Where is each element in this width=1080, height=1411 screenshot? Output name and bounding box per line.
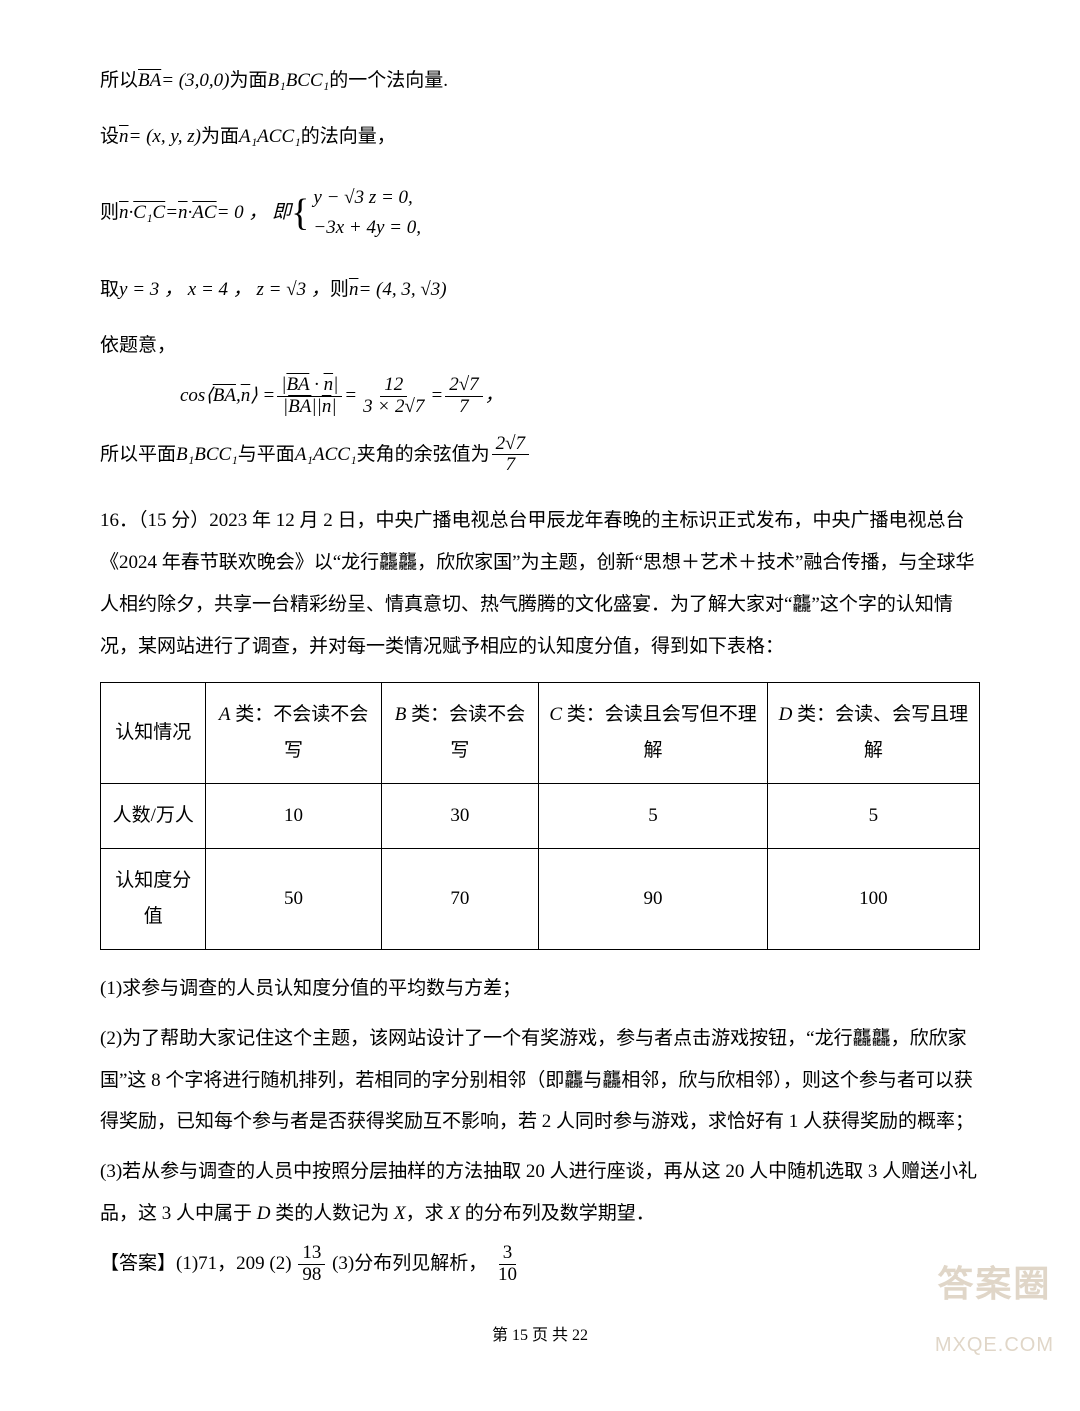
row-label: 人数/万人 xyxy=(101,783,206,848)
ans-frac-2: 3 10 xyxy=(494,1243,521,1286)
text: 则 xyxy=(330,269,349,311)
q16-part3: (3)若从参与调查的人员中按照分层抽样的方法抽取 20 人进行座谈，再从这 20… xyxy=(100,1151,980,1235)
eq: = xyxy=(344,375,357,417)
cell: 10 xyxy=(206,783,381,848)
eq1: y − √3 z = 0, xyxy=(313,183,421,213)
header-a: A 类：不会读不会写 xyxy=(206,682,381,783)
eq: = (3,0,0) xyxy=(161,60,229,102)
eq: = xyxy=(165,192,178,234)
cos-right: ⟩ = xyxy=(250,375,275,417)
cos-left: cos⟨ xyxy=(180,375,213,417)
plane2: A₁ACC₁ xyxy=(239,116,301,158)
vec-ac: AC xyxy=(192,202,216,223)
vec-ba: BA xyxy=(213,385,236,406)
cell: 100 xyxy=(767,848,979,949)
conclusion: 所以平面 B₁BCC₁ 与平面 A₁ACC₁ 夹角的余弦值为 2√7 7 xyxy=(100,434,980,477)
header-c: C 类：会读且会写但不理解 xyxy=(539,682,768,783)
text: 的法向量， xyxy=(301,116,396,158)
vec-n: n xyxy=(241,385,251,406)
cell: 5 xyxy=(539,783,768,848)
eq2: −3x + 4y = 0, xyxy=(313,213,421,243)
header-blank: 认知情况 xyxy=(101,682,206,783)
eq: = xyxy=(430,375,443,417)
step-ba-normal: 所以 BA = (3,0,0) 为面 B₁BCC₁ 的一个法向量. xyxy=(100,60,980,102)
table-row-header: 认知情况 A 类：不会读不会写 B 类：会读不会写 C 类：会读且会写但不理解 … xyxy=(101,682,980,783)
frac-2: 12 3 × 2√7 xyxy=(359,375,428,418)
comma: ， xyxy=(485,375,504,417)
q16-part2: (2)为了帮助大家记住这个主题，该网站设计了一个有奖游戏，参与者点击游戏按钮，“… xyxy=(100,1018,980,1143)
vec-ba: BA xyxy=(138,70,161,91)
brace-icon: { xyxy=(291,172,309,256)
row-label: 认知度分值 xyxy=(101,848,206,949)
text: 为面 xyxy=(229,60,267,102)
text: 与平面 xyxy=(238,434,295,476)
table-row-count: 人数/万人 10 30 5 5 xyxy=(101,783,980,848)
step-dot: 则 n · C₁C = n · AC = 0 ， 即 { y − √3 z = … xyxy=(100,172,980,256)
plane1: B₁BCC₁ xyxy=(176,434,238,476)
header-b: B 类：会读不会写 xyxy=(381,682,539,783)
cell: 50 xyxy=(206,848,381,949)
result-frac: 2√7 7 xyxy=(492,434,529,477)
vals: y = 3 ， x = 4 ， z = √3 ， xyxy=(119,269,330,311)
step-n-def: 设 n = (x, y, z) 为面 A₁ACC₁ 的法向量， xyxy=(100,116,980,158)
vec-n: n xyxy=(349,279,359,300)
cell: 70 xyxy=(381,848,539,949)
text: 的一个法向量. xyxy=(329,60,448,102)
text: 依题意， xyxy=(100,325,176,367)
cognition-table: 认知情况 A 类：不会读不会写 B 类：会读不会写 C 类：会读且会写但不理解 … xyxy=(100,682,980,950)
text: 所以 xyxy=(100,60,138,102)
cell: 5 xyxy=(767,783,979,848)
table-row-score: 认知度分值 50 70 90 100 xyxy=(101,848,980,949)
header-d: D 类：会读、会写且理解 xyxy=(767,682,979,783)
eq: = (x, y, z) xyxy=(129,116,201,158)
text: 所以平面 xyxy=(100,434,176,476)
text: 设 xyxy=(100,116,119,158)
frac-3: 2√7 7 xyxy=(445,375,482,418)
vec-c1c: C₁C xyxy=(133,202,165,223)
eq: = 0 ， 即 xyxy=(217,192,292,234)
page-footer: 第 15 页 共 22 xyxy=(100,1318,980,1353)
eq-system: y − √3 z = 0, −3x + 4y = 0, xyxy=(313,183,421,244)
plane2: A₁ACC₁ xyxy=(295,434,357,476)
vec-n: n xyxy=(178,202,188,223)
frac-1: |BA · n| |BA||n| xyxy=(277,375,342,418)
text: 取 xyxy=(100,269,119,311)
cell: 30 xyxy=(381,783,539,848)
vec-n: n xyxy=(119,126,129,147)
cos-equation: cos⟨ BA , n ⟩ = |BA · n| |BA||n| = 12 3 … xyxy=(180,375,980,418)
ans-text: 【答案】(1)71，209 (2) xyxy=(100,1253,296,1274)
vec-n: n xyxy=(119,202,129,223)
plane1: B₁BCC₁ xyxy=(267,60,329,102)
text: 为面 xyxy=(201,116,239,158)
ans-frac-1: 13 98 xyxy=(298,1243,325,1286)
q16-part1: (1)求参与调查的人员认知度分值的平均数与方差； xyxy=(100,968,980,1010)
step-take: 取 y = 3 ， x = 4 ， z = √3 ， 则 n = (4, 3, … xyxy=(100,269,980,311)
n-val: = (4, 3, √3) xyxy=(358,269,446,311)
cell: 90 xyxy=(539,848,768,949)
step-by-cond: 依题意， xyxy=(100,325,980,367)
q16-intro: 16．（15 分）2023 年 12 月 2 日，中央广播电视总台甲辰龙年春晚的… xyxy=(100,500,980,667)
ans-text: (3)分布列见解析， xyxy=(332,1253,487,1274)
q16-answer: 【答案】(1)71，209 (2) 13 98 (3)分布列见解析， 3 10 xyxy=(100,1243,980,1286)
text: 则 xyxy=(100,192,119,234)
text: 夹角的余弦值为 xyxy=(357,434,490,476)
